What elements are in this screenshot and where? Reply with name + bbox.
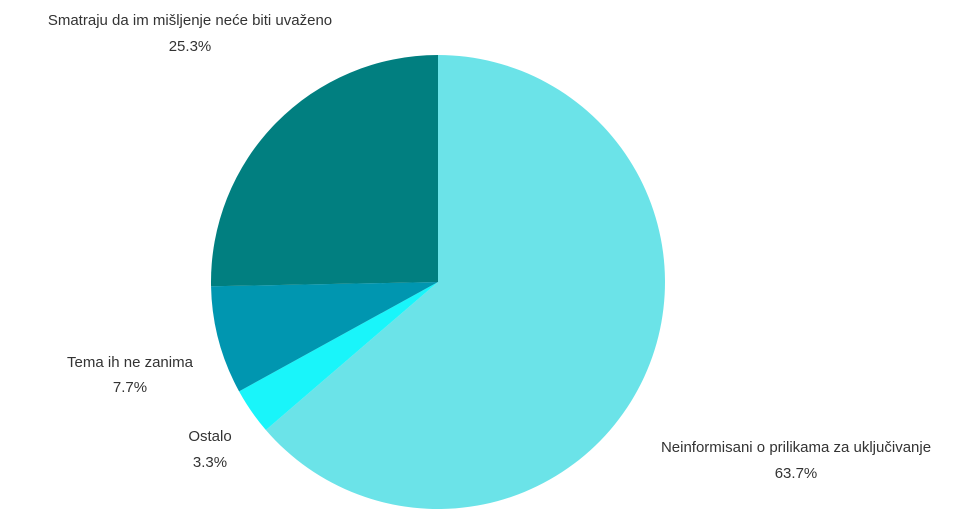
slice-ostalo (239, 282, 438, 430)
slice-label-value: 25.3% (169, 38, 212, 55)
slice-label-value: 3.3% (193, 454, 227, 471)
slice-smatraju (210, 55, 438, 287)
slice-label-name: Smatraju da im mišljenje neće biti uvaže… (48, 12, 332, 29)
slice-neinformisani (265, 55, 665, 510)
pie-labels: Neinformisani o prilikama za uključivanj… (48, 12, 931, 482)
slice-label-name: Tema ih ne zanima (67, 354, 194, 371)
pie-slices (210, 55, 665, 510)
slice-label-value: 63.7% (775, 465, 818, 482)
slice-label-value: 7.7% (113, 379, 147, 396)
slice-label-name: Ostalo (188, 428, 231, 445)
slice-label-name: Neinformisani o prilikama za uključivanj… (661, 439, 931, 456)
slice-tema-ih-ne-zanima (211, 282, 438, 392)
